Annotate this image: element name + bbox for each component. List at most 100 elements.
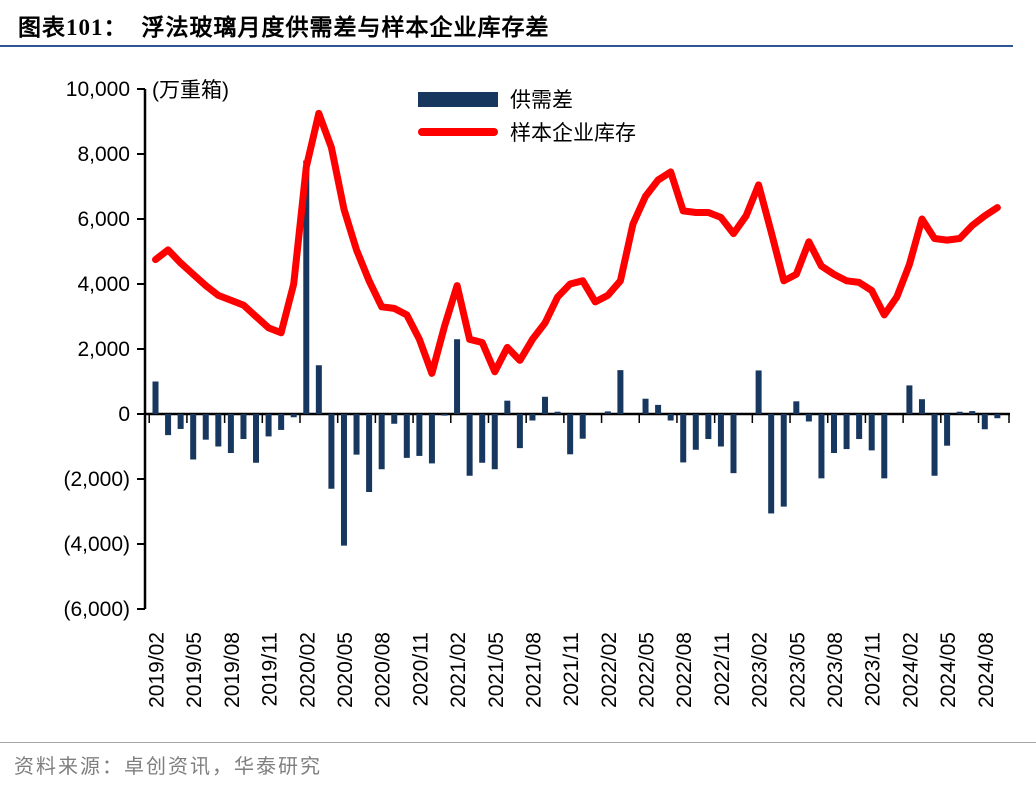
bar-2019/03 <box>165 414 172 436</box>
chart-number: 图表101： <box>18 15 128 40</box>
bar-2020/08 <box>378 414 385 470</box>
bar-2022/07 <box>667 414 674 421</box>
y-axis-label: (2,000) <box>63 468 130 491</box>
bar-2019/06 <box>202 414 209 440</box>
x-axis-label: 2022/08 <box>673 632 696 708</box>
bar-2023/06 <box>805 414 812 422</box>
bar-2020/04 <box>328 414 335 489</box>
bar-2021/02 <box>454 339 461 414</box>
bar-2020/05 <box>340 414 347 546</box>
x-axis-label: 2023/08 <box>824 632 847 708</box>
bar-2021/10 <box>554 411 561 414</box>
bar-2021/04 <box>479 414 486 463</box>
y-axis-label: 4,000 <box>77 273 130 296</box>
bar-2024/08 <box>981 414 988 430</box>
y-axis-label: (4,000) <box>63 533 130 556</box>
y-axis-label: 10,000 <box>66 78 130 101</box>
x-axis-label: 2024/05 <box>937 632 960 708</box>
bar-2020/03 <box>315 365 322 414</box>
bar-2020/11 <box>416 414 423 456</box>
x-axis-label: 2020/02 <box>296 632 319 708</box>
bar-2020/07 <box>366 414 373 492</box>
x-axis-label: 2019/05 <box>183 632 206 708</box>
bar-2023/12 <box>881 414 888 479</box>
bar-2023/04 <box>780 414 787 507</box>
x-axis-label: 2021/08 <box>522 632 545 708</box>
bar-2020/09 <box>391 414 398 424</box>
x-axis-label: 2019/11 <box>259 632 282 706</box>
bar-2024/06 <box>956 411 963 414</box>
bar-2019/08 <box>227 414 234 453</box>
legend-label-bar: 供需差 <box>510 88 573 112</box>
x-axis-label: 2023/11 <box>862 632 885 706</box>
x-axis-label: 2022/05 <box>636 632 659 708</box>
page-title: 浮法玻璃月度供需差与样本企业库存差 <box>141 15 550 40</box>
x-axis-label: 2019/08 <box>221 632 244 708</box>
bar-2020/12 <box>428 414 435 464</box>
y-axis-label: 0 <box>118 403 130 426</box>
bar-2019/05 <box>190 414 197 460</box>
line-series <box>152 109 1001 377</box>
bar-2021/08 <box>529 414 536 421</box>
bar-2024/09 <box>994 414 1001 419</box>
bar-2020/02 <box>303 160 310 414</box>
bar-2024/04 <box>931 414 938 476</box>
bar-2019/04 <box>177 414 184 429</box>
bar-2024/02 <box>906 385 913 414</box>
x-axis-label: 2023/05 <box>786 632 809 708</box>
y-axis-label: 2,000 <box>77 338 130 361</box>
source-divider <box>0 742 1036 743</box>
bar-series <box>152 160 1001 546</box>
bar-2023/02 <box>755 370 762 414</box>
legend-item-bar: 供需差 <box>418 86 636 112</box>
x-axis-label: 2024/02 <box>899 632 922 708</box>
x-axis-label: 2020/08 <box>372 632 395 708</box>
bar-2022/05 <box>642 398 649 414</box>
legend-item-line: 样本企业库存 <box>418 119 636 145</box>
bar-2020/01 <box>290 414 297 418</box>
bar-2021/05 <box>491 414 498 470</box>
bar-2021/11 <box>567 414 574 455</box>
bar-2021/12 <box>579 414 586 439</box>
y-axis-unit-label: (万重箱) <box>152 79 229 102</box>
y-axis-label: (6,000) <box>63 598 130 621</box>
bar-2023/05 <box>793 401 800 414</box>
bar-2023/10 <box>856 414 863 440</box>
y-axis-label: 6,000 <box>77 208 130 231</box>
bar-2022/11 <box>717 414 724 447</box>
bar-2021/03 <box>466 414 473 476</box>
bar-2023/09 <box>843 414 850 450</box>
x-axis-label: 2022/11 <box>711 632 734 706</box>
bar-2022/08 <box>680 414 687 463</box>
chart-area: 10,000 8,000 6,000 4,000 2,000 0 (2,000) (4,000… <box>0 60 1036 742</box>
legend-label-line: 样本企业库存 <box>510 121 636 145</box>
x-axis-label: 2020/05 <box>334 632 357 708</box>
x-axis-label: 2020/11 <box>409 632 432 706</box>
bar-2019/11 <box>265 414 272 437</box>
source-note: 资料来源：卓创资讯，华泰研究 <box>14 756 322 778</box>
bar-2019/10 <box>253 414 260 463</box>
bar-2023/03 <box>768 414 775 514</box>
chart-legend: 供需差 样本企业库存 <box>418 86 636 152</box>
bar-series-swatch-icon <box>418 91 498 107</box>
y-axis-label: 8,000 <box>77 143 130 166</box>
bar-2021/07 <box>516 414 523 449</box>
bar-2023/07 <box>818 414 825 479</box>
combo-chart: 10,000 8,000 6,000 4,000 2,000 0 (2,000) (4,000… <box>63 78 1010 708</box>
bar-2019/12 <box>278 414 285 430</box>
x-axis-label: 2019/02 <box>146 632 169 708</box>
bar-2021/01 <box>441 414 448 416</box>
bar-2022/02 <box>604 411 611 414</box>
bar-2019/02 <box>152 381 159 414</box>
bar-2019/09 <box>240 414 247 440</box>
bar-2020/06 <box>353 414 360 455</box>
bar-2021/09 <box>542 396 549 414</box>
bar-2022/12 <box>730 414 737 474</box>
bar-2024/05 <box>944 414 951 446</box>
x-axis-label: 2023/02 <box>749 632 772 708</box>
bar-2020/10 <box>403 414 410 458</box>
bar-2022/10 <box>705 414 712 440</box>
bar-2023/11 <box>868 414 875 451</box>
bar-2022/09 <box>692 414 699 450</box>
bar-2022/03 <box>617 370 624 414</box>
